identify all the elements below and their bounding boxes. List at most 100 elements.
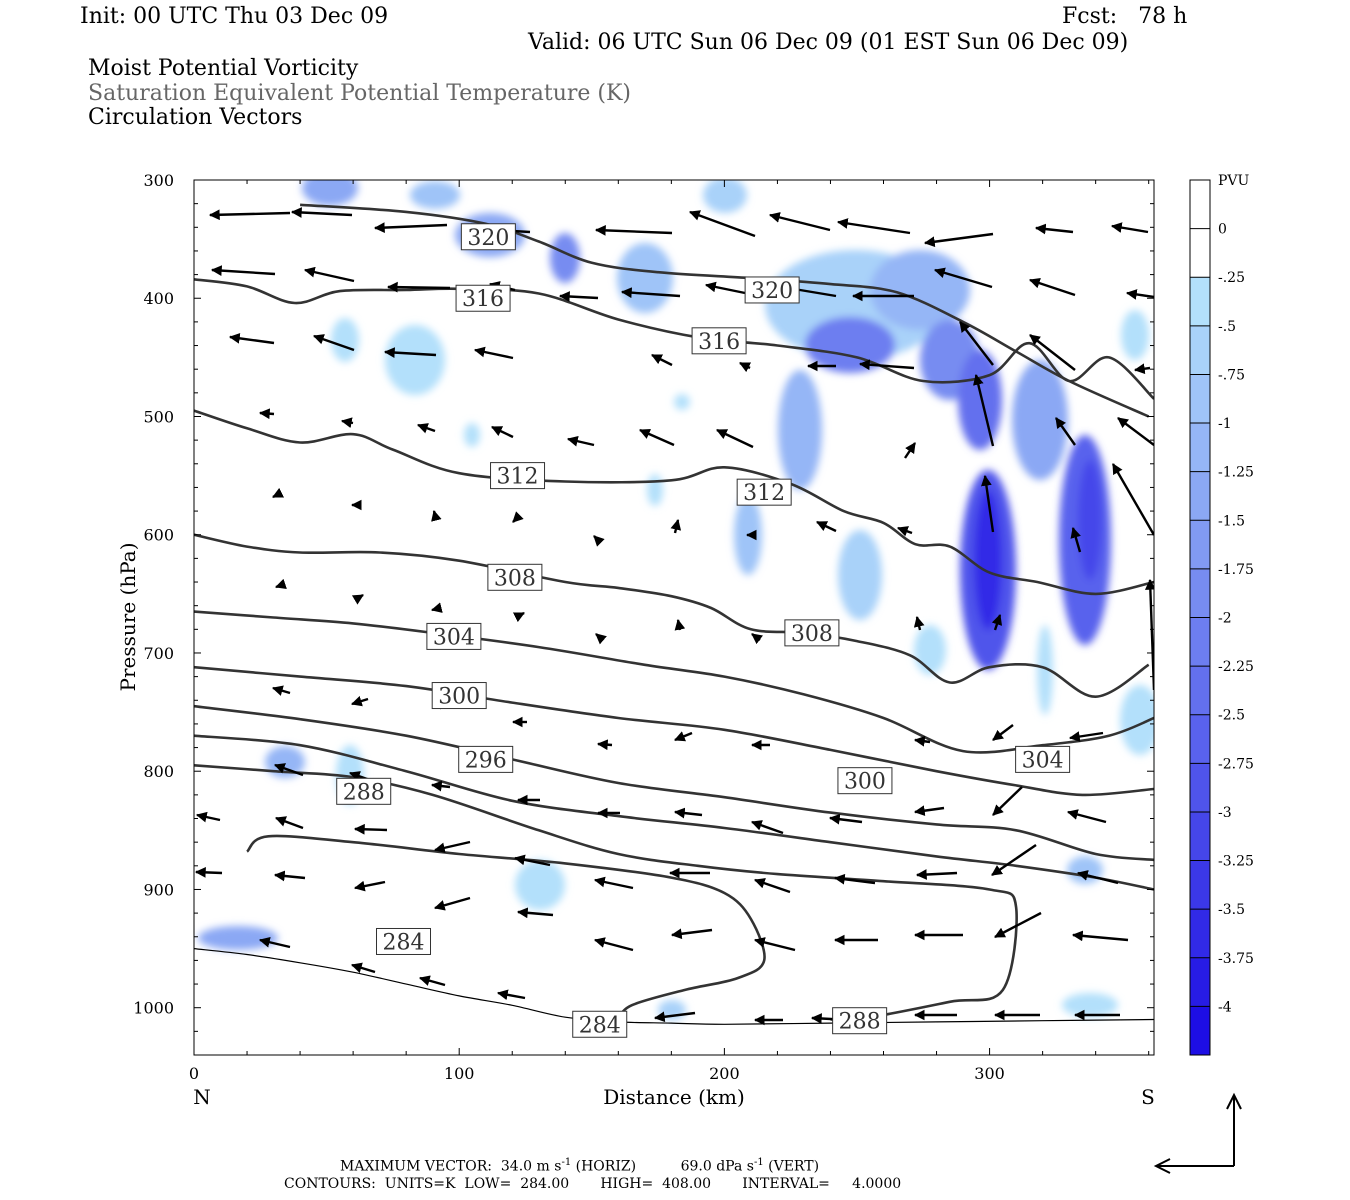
- colorbar-segment: [1190, 471, 1210, 521]
- horiz-tag: (HORIZ): [575, 1158, 637, 1175]
- vector-arrow: [1068, 731, 1104, 742]
- horiz-unit: m s: [536, 1158, 562, 1175]
- vector-arrow: [768, 212, 831, 232]
- vector-arrow: [753, 878, 791, 894]
- contour-label-text: 296: [465, 748, 507, 773]
- contour-312: [194, 409, 1154, 596]
- vector-arrow: [915, 869, 958, 880]
- colorbar-label: -.75: [1218, 367, 1245, 383]
- vector-arrow: [1117, 417, 1154, 446]
- vector-arrow: [195, 811, 221, 823]
- contour-292: [194, 734, 1154, 891]
- vector-arrow: [753, 937, 796, 952]
- vector-arrow: [913, 615, 925, 631]
- colorbar-label: -2: [1218, 611, 1232, 627]
- contour-284: [246, 834, 766, 1021]
- colorbar-segment: [1190, 277, 1210, 327]
- vector-arrow: [828, 813, 863, 825]
- vector-arrow: [1076, 870, 1119, 885]
- vector-arrow: [923, 232, 994, 248]
- colorbar-segment: [1190, 180, 1210, 230]
- contour-300: [194, 665, 1154, 797]
- colorbar-unit: PVU: [1218, 173, 1250, 189]
- vector-arrow: [670, 518, 682, 534]
- contour-label-text: 284: [579, 1013, 621, 1038]
- vector-arrow: [208, 209, 291, 221]
- contour-296: [194, 704, 1154, 862]
- vert-unit: dPa s: [716, 1158, 754, 1175]
- colorbar-label: -1.5: [1218, 513, 1245, 529]
- colorbar-segment: [1190, 617, 1210, 667]
- vector-arrow: [340, 417, 354, 429]
- vector-arrow: [593, 937, 634, 952]
- colorbar-segment: [1190, 374, 1210, 424]
- vector-arrow: [350, 695, 369, 707]
- contours-info: CONTOURS: UNITS=K LOW= 284.00 HIGH= 408.…: [284, 1176, 902, 1192]
- vector-arrow: [433, 840, 471, 854]
- vector-arrow: [258, 936, 291, 949]
- vector-arrow: [1070, 526, 1082, 553]
- pvu-colorbar: 0 -.25 -.5 -.75 -1 -1.25 -1.5 -1.75 -2 -2.25 -2.5 -…: [1189, 173, 1254, 1056]
- vector-arrow: [992, 724, 1014, 741]
- colorbar-label: 0: [1218, 222, 1227, 238]
- vector-arrow: [353, 823, 388, 835]
- contour-308: [194, 533, 1150, 699]
- south-label: S: [1141, 1085, 1155, 1109]
- vector-arrow: [836, 218, 911, 235]
- vector-arrow: [933, 267, 993, 289]
- vector-arrow: [973, 373, 995, 447]
- init-time: Init: 00 UTC Thu 03 Dec 09: [80, 4, 389, 29]
- vert-value: 69.0: [680, 1158, 712, 1175]
- vector-arrow: [1029, 334, 1076, 371]
- vector-arrow: [258, 408, 275, 420]
- vector-arrow: [558, 291, 599, 302]
- contour-label-312: 312: [490, 462, 546, 490]
- vector-arrow: [512, 611, 525, 623]
- vector-arrow: [1066, 809, 1107, 824]
- contour-label-316: 316: [691, 327, 747, 355]
- colorbar-segment: [1190, 811, 1210, 862]
- vector-arrow: [639, 428, 675, 447]
- colorbar-label: -3: [1218, 805, 1232, 821]
- contour-label-300: 300: [837, 767, 893, 795]
- colorbar-segment: [1190, 325, 1210, 375]
- colorbar-label: -2.25: [1218, 659, 1254, 675]
- vector-arrow: [312, 334, 355, 352]
- vector-arrow: [896, 526, 913, 537]
- vector-arrow: [751, 633, 764, 645]
- vector-arrow: [430, 780, 451, 792]
- vector-arrow: [674, 731, 693, 742]
- vector-arrow: [739, 361, 752, 373]
- contour-label-320: 320: [744, 276, 800, 304]
- vector-arrow: [594, 224, 673, 236]
- vector-arrow: [991, 844, 1037, 876]
- contour-label-304: 304: [1015, 745, 1071, 773]
- vector-arrow: [194, 866, 223, 878]
- vector-arrow: [674, 618, 686, 631]
- vector-arrow: [593, 876, 634, 890]
- vector-arrow: [290, 207, 353, 218]
- vector-arrow: [904, 442, 916, 459]
- vector-arrow: [991, 613, 1003, 631]
- forecast-hour: Fcst: 78 h: [1062, 4, 1188, 29]
- contour-label-text: 308: [494, 566, 536, 591]
- vector-arrow: [913, 805, 945, 817]
- vector-arrow: [858, 359, 915, 371]
- vector-arrow: [596, 739, 613, 751]
- x-tick-label: 200: [709, 1064, 740, 1083]
- colorbar-segment: [1190, 568, 1210, 618]
- max-vector-line: MAXIMUM VECTOR: 34.0 m s-1 (HORIZ) 69.0 …: [340, 1157, 819, 1175]
- plot-frame: [193, 179, 1155, 1056]
- vector-arrow: [473, 346, 514, 360]
- x-tick-label: 300: [974, 1064, 1005, 1083]
- vector-arrow: [653, 1011, 696, 1023]
- colorbar-segment: [1190, 520, 1210, 570]
- vector-arrow: [670, 928, 713, 940]
- y-tick-label: 500: [143, 407, 174, 426]
- contour-label-text: 300: [844, 770, 886, 795]
- vector-arrow: [210, 265, 276, 277]
- vector-arrow: [620, 287, 681, 299]
- vector-arrow: [491, 425, 514, 439]
- y-tick-label: 1000: [133, 999, 174, 1018]
- colorbar-segment: [1190, 228, 1210, 278]
